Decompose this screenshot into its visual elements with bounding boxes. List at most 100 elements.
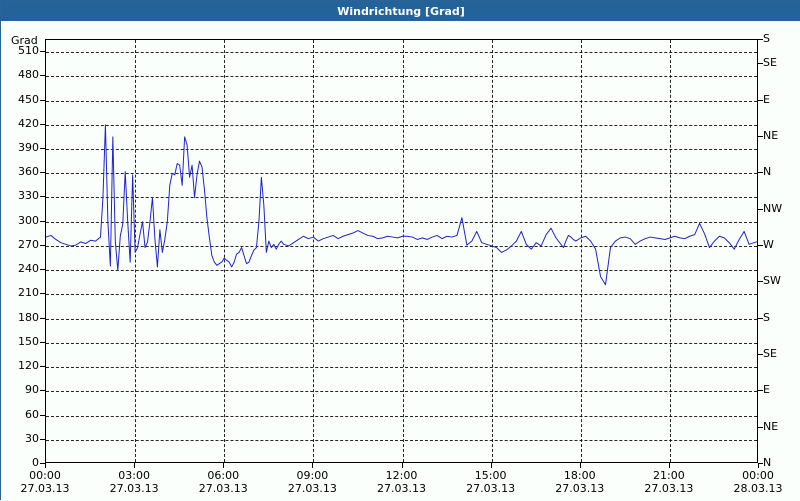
y-axis-tick-mark — [40, 148, 45, 150]
x-axis-tick-date: 27.03.13 — [555, 482, 605, 495]
y-axis-tick-mark — [40, 293, 45, 295]
y-axis-compass-tick-mark — [758, 353, 763, 355]
x-axis-tick-mark — [490, 463, 492, 468]
y-axis-compass-tick-mark — [758, 426, 763, 428]
gridline-horizontal — [46, 124, 757, 126]
y-axis-tick-mark — [40, 75, 45, 77]
x-axis-tick-time: 06:00 — [207, 469, 240, 482]
x-axis-tick-time: 00:00 — [29, 469, 61, 482]
y-axis-tick-label: 90 — [25, 383, 39, 397]
x-axis-tick-label: 21:00 27.03.13 — [634, 469, 704, 495]
gridline-horizontal — [46, 367, 757, 369]
y-axis-tick-label: 330 — [18, 189, 39, 203]
y-axis-tick-label: 390 — [18, 141, 39, 155]
y-axis-tick-mark — [40, 269, 45, 271]
chart-canvas: Grad 0 30 60 90 120 150 180 210 240 270 300 330 360 3… — [1, 21, 800, 501]
gridline-horizontal — [46, 270, 757, 272]
y-axis-tick-mark — [40, 244, 45, 246]
x-axis-tick-mark — [579, 463, 581, 468]
x-axis-tick-date: 27.03.13 — [466, 482, 516, 495]
x-axis-tick-label: 03:00 27.03.13 — [99, 469, 169, 495]
data-series-line — [46, 40, 758, 463]
y-axis-tick-label: 270 — [18, 237, 39, 251]
x-axis-tick-time: 21:00 — [653, 469, 685, 482]
gridline-vertical — [669, 40, 671, 462]
y-axis-compass-label: E — [763, 92, 770, 106]
y-axis-tick-label: 120 — [18, 359, 39, 373]
x-axis-tick-label: 09:00 27.03.13 — [277, 469, 347, 495]
y-axis-tick-mark — [40, 99, 45, 101]
y-axis-compass-label: NE — [763, 419, 779, 433]
y-axis-tick-label: 210 — [18, 286, 39, 300]
y-axis-tick-mark — [40, 317, 45, 319]
x-axis-tick-time: 18:00 — [563, 469, 596, 482]
window-title-bar: Windrichtung [Grad] — [1, 1, 800, 21]
y-axis-compass-label: W — [763, 237, 774, 251]
y-axis-tick-mark — [40, 172, 45, 174]
y-axis-compass-tick-mark — [758, 463, 763, 464]
y-axis-compass-label: E — [763, 383, 770, 397]
x-axis-tick-label: 00:00 27.03.13 — [10, 469, 80, 495]
x-axis-tick-label: 18:00 27.03.13 — [545, 469, 615, 495]
gridline-vertical — [402, 40, 404, 462]
gridline-horizontal — [46, 415, 757, 417]
x-axis-tick-mark — [312, 463, 314, 468]
y-axis-tick-label: 240 — [18, 262, 39, 276]
y-axis-tick-mark — [40, 196, 45, 198]
y-axis-tick-label: 480 — [18, 68, 39, 82]
y-axis-tick-label: 60 — [25, 407, 39, 421]
gridline-horizontal — [46, 342, 757, 344]
gridline-horizontal — [46, 197, 757, 199]
y-axis-tick-mark — [40, 220, 45, 222]
gridline-horizontal — [46, 294, 757, 296]
y-axis-compass-label: SW — [763, 274, 781, 288]
y-axis-tick-label: 0 — [32, 456, 39, 469]
gridline-horizontal — [46, 318, 757, 320]
gridline-vertical — [224, 40, 226, 462]
y-axis-tick-label: 150 — [18, 334, 39, 348]
y-axis-tick-mark — [40, 463, 45, 464]
y-axis-tick-label: 510 — [18, 44, 39, 58]
gridline-horizontal — [46, 221, 757, 223]
gridline-vertical — [313, 40, 315, 462]
x-axis-tick-mark — [45, 463, 46, 468]
y-axis-tick-label: 360 — [18, 165, 39, 179]
x-axis-tick-time: 12:00 — [385, 469, 418, 482]
x-axis-tick-time: 03:00 — [118, 469, 150, 482]
gridline-vertical — [491, 40, 493, 462]
gridline-horizontal — [46, 76, 757, 78]
x-axis-tick-time: 00:00 — [742, 469, 774, 482]
y-axis-compass-label: SE — [763, 346, 777, 360]
x-axis-tick-mark — [668, 463, 670, 468]
x-axis-tick-time: 09:00 — [296, 469, 329, 482]
y-axis-unit-label: Grad — [11, 34, 38, 47]
y-axis-compass-tick-mark — [758, 135, 763, 137]
y-axis-compass-tick-mark — [758, 281, 763, 283]
x-axis-tick-date: 28.03.13 — [733, 482, 783, 495]
y-axis-compass-tick-mark — [758, 244, 763, 246]
x-axis-tick-mark — [134, 463, 136, 468]
y-axis-tick-mark — [40, 414, 45, 416]
y-axis-compass-tick-mark — [758, 99, 763, 101]
gridline-horizontal — [46, 100, 757, 102]
y-axis-compass-label: NW — [763, 201, 783, 215]
x-axis-tick-date: 27.03.13 — [198, 482, 248, 495]
x-axis-tick-mark — [401, 463, 403, 468]
y-axis-compass-label: S — [763, 32, 770, 45]
y-axis-tick-mark — [40, 51, 45, 53]
x-axis-tick-label: 12:00 27.03.13 — [367, 469, 437, 495]
gridline-horizontal — [46, 173, 757, 175]
y-axis-compass-label: N — [763, 456, 772, 469]
y-axis-compass-label: N — [763, 165, 772, 179]
y-axis-tick-mark — [40, 341, 45, 343]
gridline-horizontal — [46, 52, 757, 54]
y-axis-tick-mark — [40, 390, 45, 392]
y-axis-compass-tick-mark — [758, 317, 763, 319]
y-axis-compass-label: NE — [763, 128, 779, 142]
y-axis-tick-label: 450 — [18, 92, 39, 106]
x-axis-tick-date: 27.03.13 — [109, 482, 159, 495]
x-axis-tick-date: 27.03.13 — [644, 482, 694, 495]
y-axis-tick-label: 180 — [18, 310, 39, 324]
y-axis-compass-tick-mark — [758, 390, 763, 392]
page-title: Windrichtung [Grad] — [337, 4, 465, 18]
